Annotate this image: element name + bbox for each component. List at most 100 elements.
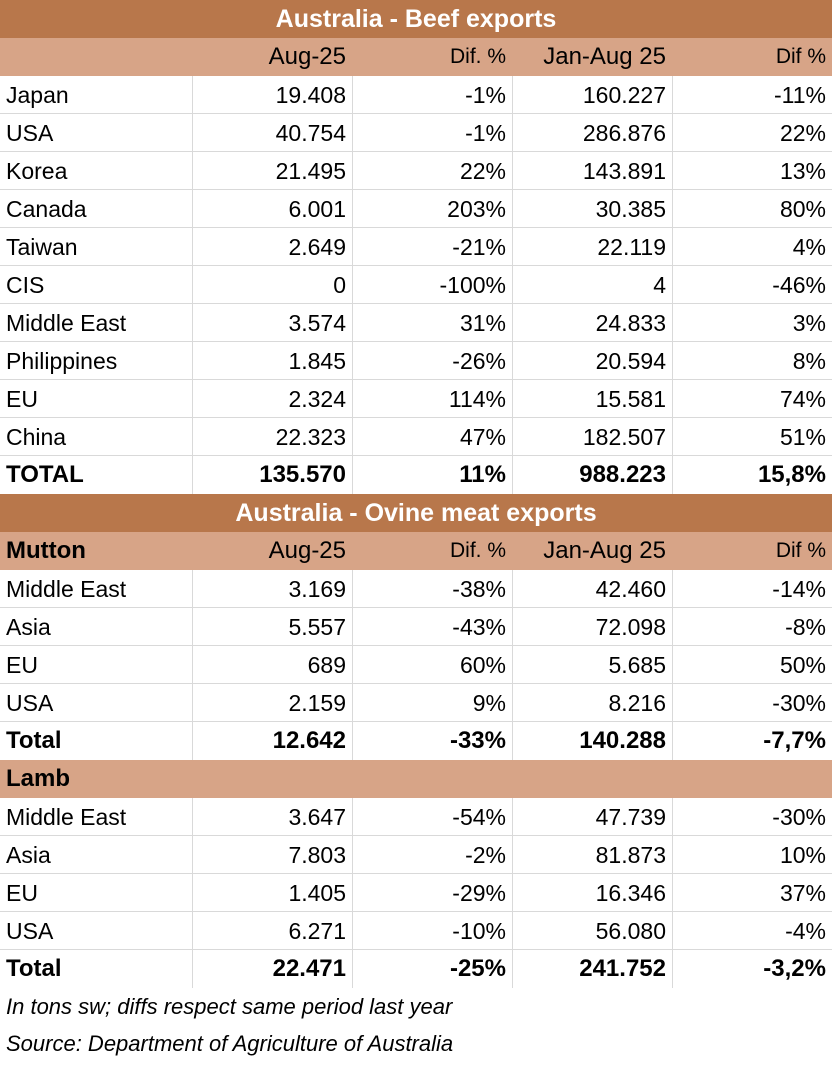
grid-line bbox=[512, 798, 513, 836]
value-cell: -14% bbox=[772, 576, 826, 602]
title-band bbox=[0, 0, 832, 38]
grid-line bbox=[672, 342, 673, 380]
value-cell: 2.324 bbox=[288, 386, 346, 412]
grid-line bbox=[512, 380, 513, 418]
grid-line bbox=[672, 418, 673, 456]
value-cell: 81.873 bbox=[595, 842, 666, 868]
value-cell: 140.288 bbox=[579, 727, 666, 754]
grid-line bbox=[352, 114, 353, 152]
value-cell: 22% bbox=[459, 158, 506, 184]
grid-line bbox=[512, 304, 513, 342]
grid-line bbox=[672, 76, 673, 114]
value-cell: 16.346 bbox=[595, 880, 666, 906]
row-label: Middle East bbox=[6, 804, 127, 830]
value-cell: 7.803 bbox=[288, 842, 346, 868]
grid-line bbox=[672, 874, 673, 912]
row-label: EU bbox=[6, 652, 38, 678]
value-cell: -1% bbox=[465, 82, 506, 108]
row-label: Middle East bbox=[6, 576, 127, 602]
value-cell: 6.271 bbox=[288, 918, 346, 944]
value-cell: 31% bbox=[459, 310, 506, 336]
value-cell: -46% bbox=[772, 272, 826, 298]
grid-line bbox=[512, 836, 513, 874]
grid-line bbox=[512, 76, 513, 114]
grid-line bbox=[512, 266, 513, 304]
value-cell: 30.385 bbox=[595, 196, 666, 222]
value-cell: 15,8% bbox=[757, 461, 826, 488]
value-cell: 2.649 bbox=[288, 234, 346, 260]
row-label: China bbox=[6, 424, 67, 450]
value-cell: -38% bbox=[452, 576, 506, 602]
grid-line bbox=[352, 456, 353, 494]
grid-line bbox=[352, 418, 353, 456]
grid-line bbox=[672, 190, 673, 228]
value-cell: 47.739 bbox=[595, 804, 666, 830]
table-title: Australia - Beef exports bbox=[275, 5, 557, 33]
value-cell: -100% bbox=[439, 272, 506, 298]
grid-line bbox=[192, 304, 193, 342]
grid-line bbox=[512, 874, 513, 912]
section-name: Mutton bbox=[6, 537, 86, 564]
row-label: Canada bbox=[6, 196, 87, 222]
grid-line bbox=[192, 798, 193, 836]
section-name: Lamb bbox=[6, 765, 71, 792]
footnote: In tons sw; diffs respect same period la… bbox=[6, 994, 453, 1019]
value-cell: -10% bbox=[452, 918, 506, 944]
value-cell: -26% bbox=[452, 348, 506, 374]
grid-line bbox=[192, 950, 193, 988]
grid-line bbox=[192, 76, 193, 114]
grid-line bbox=[672, 608, 673, 646]
grid-line bbox=[512, 950, 513, 988]
value-cell: 22.119 bbox=[597, 234, 666, 260]
value-cell: 22.323 bbox=[275, 424, 346, 450]
row-line bbox=[0, 151, 832, 152]
column-header: Dif % bbox=[775, 45, 826, 68]
grid-line bbox=[672, 152, 673, 190]
row-label: USA bbox=[6, 690, 54, 716]
row-line bbox=[0, 265, 832, 266]
value-cell: 2.159 bbox=[288, 690, 346, 716]
grid-line bbox=[352, 798, 353, 836]
grid-line bbox=[192, 190, 193, 228]
row-line bbox=[0, 303, 832, 304]
grid-line bbox=[192, 684, 193, 722]
row-line bbox=[0, 835, 832, 836]
grid-line bbox=[352, 76, 353, 114]
header-band bbox=[0, 38, 832, 76]
column-header: Dif % bbox=[775, 539, 826, 562]
row-line bbox=[0, 227, 832, 228]
row-line bbox=[0, 873, 832, 874]
grid-line bbox=[352, 646, 353, 684]
grid-line bbox=[512, 608, 513, 646]
value-cell: 19.408 bbox=[275, 82, 346, 108]
grid-line bbox=[512, 342, 513, 380]
grid-line bbox=[352, 380, 353, 418]
value-cell: 4% bbox=[792, 234, 826, 260]
value-cell: 22% bbox=[779, 120, 826, 146]
value-cell: 12.642 bbox=[272, 727, 346, 754]
grid-line bbox=[352, 912, 353, 950]
column-header: Jan-Aug 25 bbox=[543, 43, 666, 70]
row-line bbox=[0, 911, 832, 912]
grid-line bbox=[512, 456, 513, 494]
title-band bbox=[0, 494, 832, 532]
grid-line bbox=[512, 646, 513, 684]
grid-line bbox=[352, 152, 353, 190]
grid-line bbox=[192, 874, 193, 912]
grid-line bbox=[192, 646, 193, 684]
row-line bbox=[0, 189, 832, 190]
row-label: USA bbox=[6, 918, 54, 944]
value-cell: 286.876 bbox=[582, 120, 666, 146]
grid-line bbox=[672, 950, 673, 988]
value-cell: 160.227 bbox=[582, 82, 666, 108]
value-cell: -43% bbox=[452, 614, 506, 640]
value-cell: 3.574 bbox=[288, 310, 346, 336]
grid-line bbox=[672, 456, 673, 494]
grid-line bbox=[192, 722, 193, 760]
row-line bbox=[0, 341, 832, 342]
row-line bbox=[0, 949, 832, 950]
value-cell: -1% bbox=[465, 120, 506, 146]
row-line bbox=[0, 379, 832, 380]
grid-line bbox=[192, 836, 193, 874]
value-cell: 20.594 bbox=[595, 348, 666, 374]
